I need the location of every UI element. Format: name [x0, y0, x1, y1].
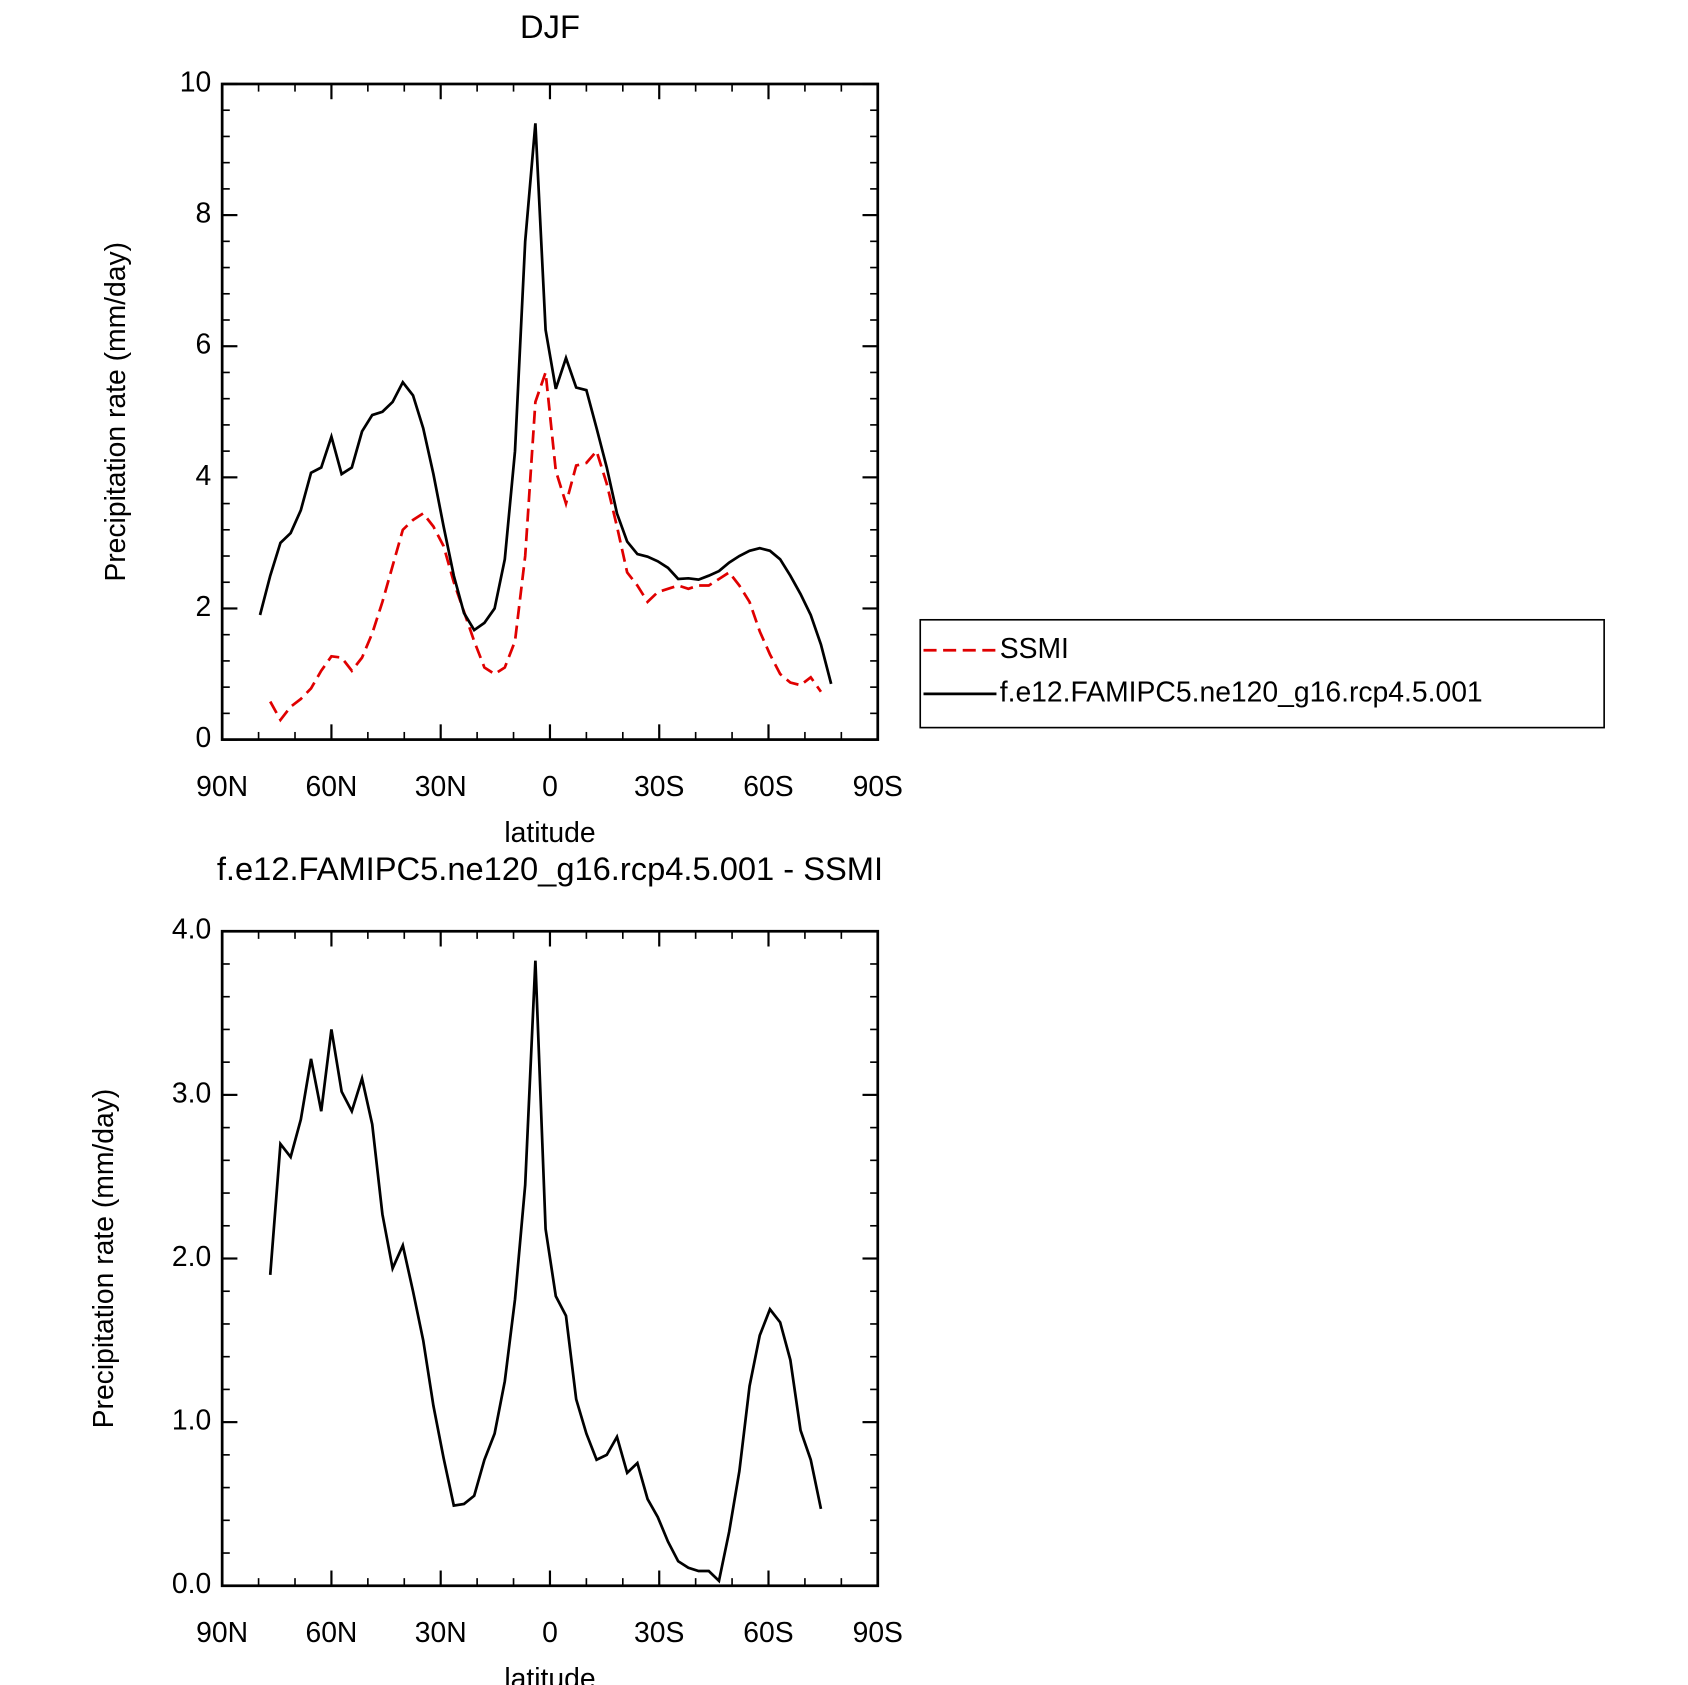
x-tick-label: 60N: [305, 1616, 357, 1648]
legend-label: f.e12.FAMIPC5.ne120_g16.rcp4.5.001: [1000, 675, 1483, 707]
y-tick-label: 8: [196, 197, 212, 229]
plot-frame: [220, 82, 880, 741]
x-tick-label: 90S: [853, 770, 903, 802]
data-line: [258, 123, 833, 685]
data-line: [268, 960, 823, 1584]
y-tick-label: 10: [180, 65, 211, 97]
y-tick-label: 0: [196, 721, 212, 753]
x-tick-label: 30S: [634, 770, 684, 802]
x-tick-label: 0: [542, 770, 558, 802]
y-axis-label: Precipitation rate (mm/day): [99, 242, 131, 582]
chart-title: DJF: [520, 8, 580, 45]
y-tick-label: 4.0: [172, 913, 211, 945]
x-tick-label: 0: [542, 1616, 558, 1648]
x-tick-label: 90N: [196, 1616, 248, 1648]
legend-box: [919, 618, 1605, 729]
x-axis-label: latitude: [504, 816, 595, 848]
chart-title: f.e12.FAMIPC5.ne120_g16.rcp4.5.001 - SSM…: [217, 850, 883, 887]
y-tick-label: 4: [196, 459, 212, 491]
x-tick-label: 60N: [305, 770, 357, 802]
x-tick-label: 60S: [743, 770, 793, 802]
y-axis-label: Precipitation rate (mm/day): [87, 1089, 119, 1429]
plot-frame: [220, 929, 880, 1588]
x-tick-label: 90S: [853, 1616, 903, 1648]
x-tick-label: 60S: [743, 1616, 793, 1648]
x-tick-label: 90N: [196, 770, 248, 802]
y-tick-label: 1.0: [172, 1404, 211, 1436]
y-tick-label: 3.0: [172, 1076, 211, 1108]
y-tick-label: 0.0: [172, 1567, 211, 1599]
x-tick-label: 30N: [415, 770, 467, 802]
x-tick-label: 30S: [634, 1616, 684, 1648]
y-tick-label: 6: [196, 328, 212, 360]
x-tick-label: 30N: [415, 1616, 467, 1648]
x-axis-label: latitude: [504, 1662, 595, 1685]
data-line: [269, 372, 823, 723]
legend-label: SSMI: [1000, 632, 1069, 664]
y-tick-label: 2.0: [172, 1240, 211, 1272]
y-tick-label: 2: [196, 590, 212, 622]
